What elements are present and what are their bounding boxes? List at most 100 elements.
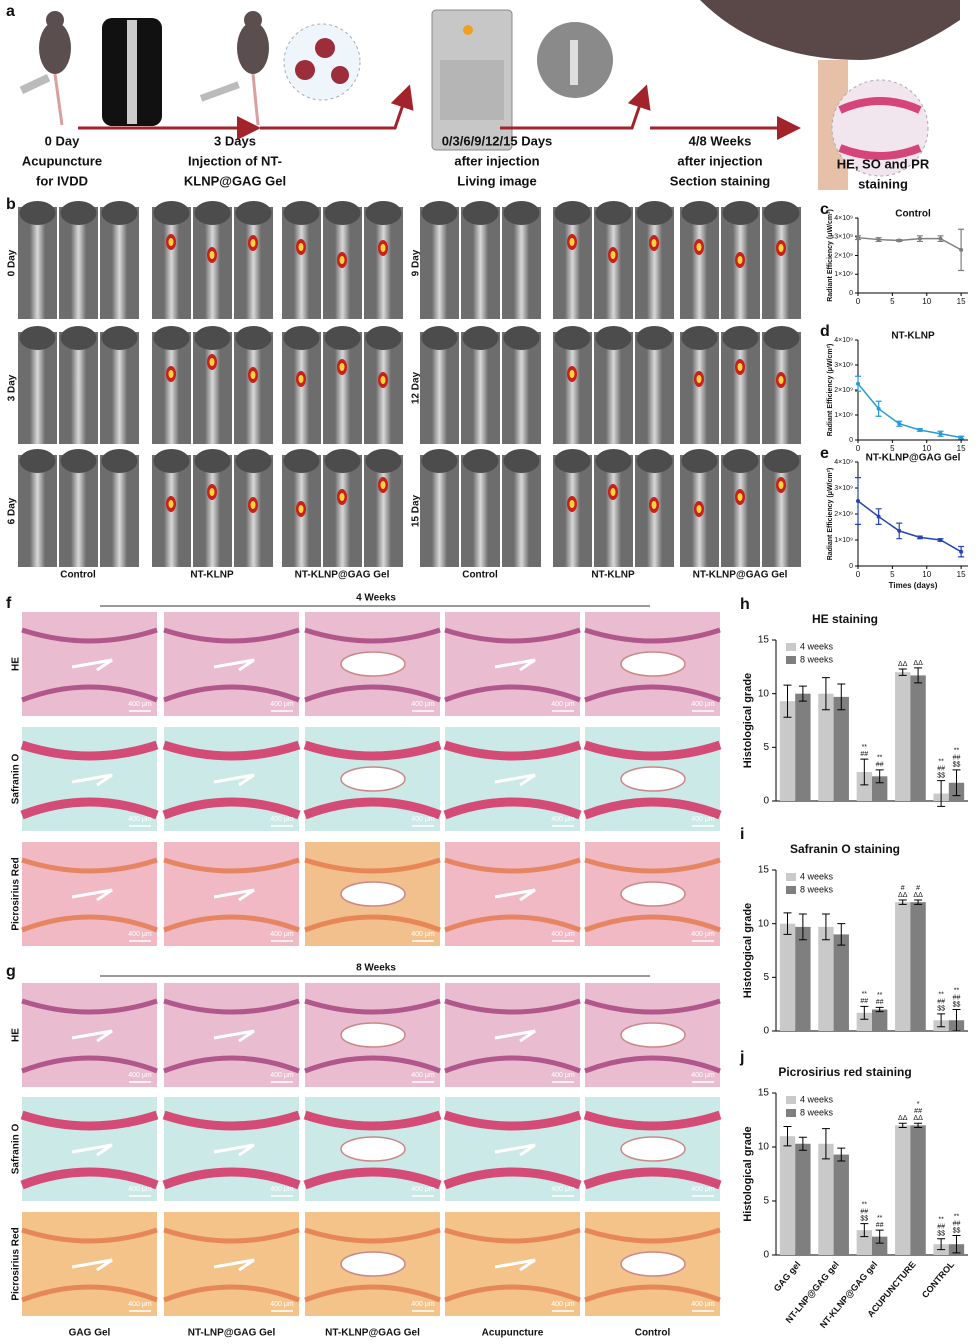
bar (910, 675, 926, 801)
y-tick-label: 4×10⁹ (834, 459, 853, 466)
panel-label: a (6, 3, 15, 20)
bar (795, 1143, 811, 1255)
x-tick-label: 5 (890, 570, 895, 579)
error-bar (837, 1147, 846, 1162)
y-tick-label: 2×10⁹ (834, 387, 853, 394)
x-tick-label: 10 (922, 570, 931, 579)
body (235, 326, 272, 350)
y-tick-label: 10 (758, 688, 770, 699)
endplate (303, 1110, 442, 1131)
step-heading: 4/8 Weeks (689, 133, 752, 148)
panel-label: c (820, 201, 829, 218)
bar (895, 902, 911, 1031)
significance: ** (938, 992, 944, 999)
legend-label: 8 weeks (800, 1107, 834, 1117)
x-tick-label: 15 (957, 570, 966, 579)
error-bar (821, 677, 830, 711)
tail (606, 467, 621, 567)
signal-core (298, 243, 304, 251)
x-tick-label: 5 (890, 297, 895, 306)
endplate (444, 1227, 581, 1244)
tail (473, 344, 488, 444)
row-label: 3 Day (7, 374, 18, 401)
body (101, 449, 138, 473)
tail (246, 219, 261, 319)
tail (606, 344, 621, 444)
column-label: Control (635, 1328, 671, 1339)
error-bar (875, 769, 884, 784)
significance: ## (937, 1224, 945, 1231)
error-bar (898, 899, 907, 905)
row-label: Picrosirius Red (11, 1227, 22, 1300)
tail (164, 344, 179, 444)
step-heading: 0/3/6/9/12/15 Days (442, 133, 553, 148)
endplate (583, 1167, 722, 1190)
body (19, 449, 56, 473)
error-bar (952, 1235, 961, 1254)
scale-bar-label: 400 μm (551, 701, 575, 708)
column-label: NT-KLNP@GAG Gel (295, 570, 390, 581)
significance: ΔΔ (913, 1115, 923, 1122)
step-text: KLNP@GAG Gel (184, 173, 286, 188)
signal-core (778, 244, 784, 252)
significance: ## (876, 1222, 884, 1229)
scale-bar-label: 400 μm (128, 701, 152, 708)
tail (733, 344, 748, 444)
scale-bar-label: 400 μm (128, 816, 152, 823)
scale-bar-label: 400 μm (411, 931, 435, 938)
body (763, 449, 800, 473)
body (194, 449, 231, 473)
panel-label: f (6, 595, 12, 612)
fissure (213, 658, 255, 672)
tail (205, 344, 220, 444)
y-axis-label: Radiant Efficiency (μW/cm²) (827, 344, 834, 437)
tail (376, 467, 391, 567)
column-label: Control (462, 570, 498, 581)
tail (692, 219, 707, 319)
scale-bar-label: 400 μm (691, 1072, 715, 1079)
fissure (494, 1143, 536, 1157)
body (681, 201, 718, 225)
tail (335, 467, 350, 567)
x-tick-label: 15 (957, 297, 966, 306)
scale-bar-label: 400 μm (691, 816, 715, 823)
tail (335, 219, 350, 319)
x-tick-label: 10 (922, 297, 931, 306)
fissure (494, 773, 536, 787)
panel-label: i (740, 826, 744, 843)
error-bar (837, 683, 846, 711)
tail (733, 219, 748, 319)
scale-bar-label: 400 μm (691, 1301, 715, 1308)
tail (774, 467, 789, 567)
body (462, 449, 499, 473)
endplate (163, 914, 300, 933)
legend-swatch (786, 873, 796, 881)
bar (910, 902, 926, 1031)
body (153, 326, 190, 350)
tail (733, 467, 748, 567)
body (503, 201, 540, 225)
bar (910, 1125, 926, 1255)
significance: ** (877, 992, 883, 999)
endplate (443, 1167, 582, 1190)
body (636, 449, 673, 473)
endplate (20, 1167, 159, 1190)
y-tick-label: 3×10⁹ (834, 485, 853, 492)
panel-label: b (6, 196, 16, 213)
signal-core (380, 376, 386, 384)
step-text: after injection (677, 153, 762, 168)
x-tick-label: 0 (856, 444, 861, 453)
signal-core (696, 505, 702, 513)
significance: $$ (953, 762, 961, 769)
body (763, 201, 800, 225)
step-heading: 3 Days (214, 133, 256, 148)
significance: ** (862, 991, 868, 998)
row-label: Safranin O (11, 1124, 22, 1175)
tail (71, 467, 86, 567)
body (324, 201, 361, 225)
endplate (20, 740, 159, 761)
endplate (163, 1284, 300, 1303)
y-tick-label: 0 (763, 1026, 769, 1037)
bar (833, 1154, 849, 1255)
tail (565, 467, 580, 567)
